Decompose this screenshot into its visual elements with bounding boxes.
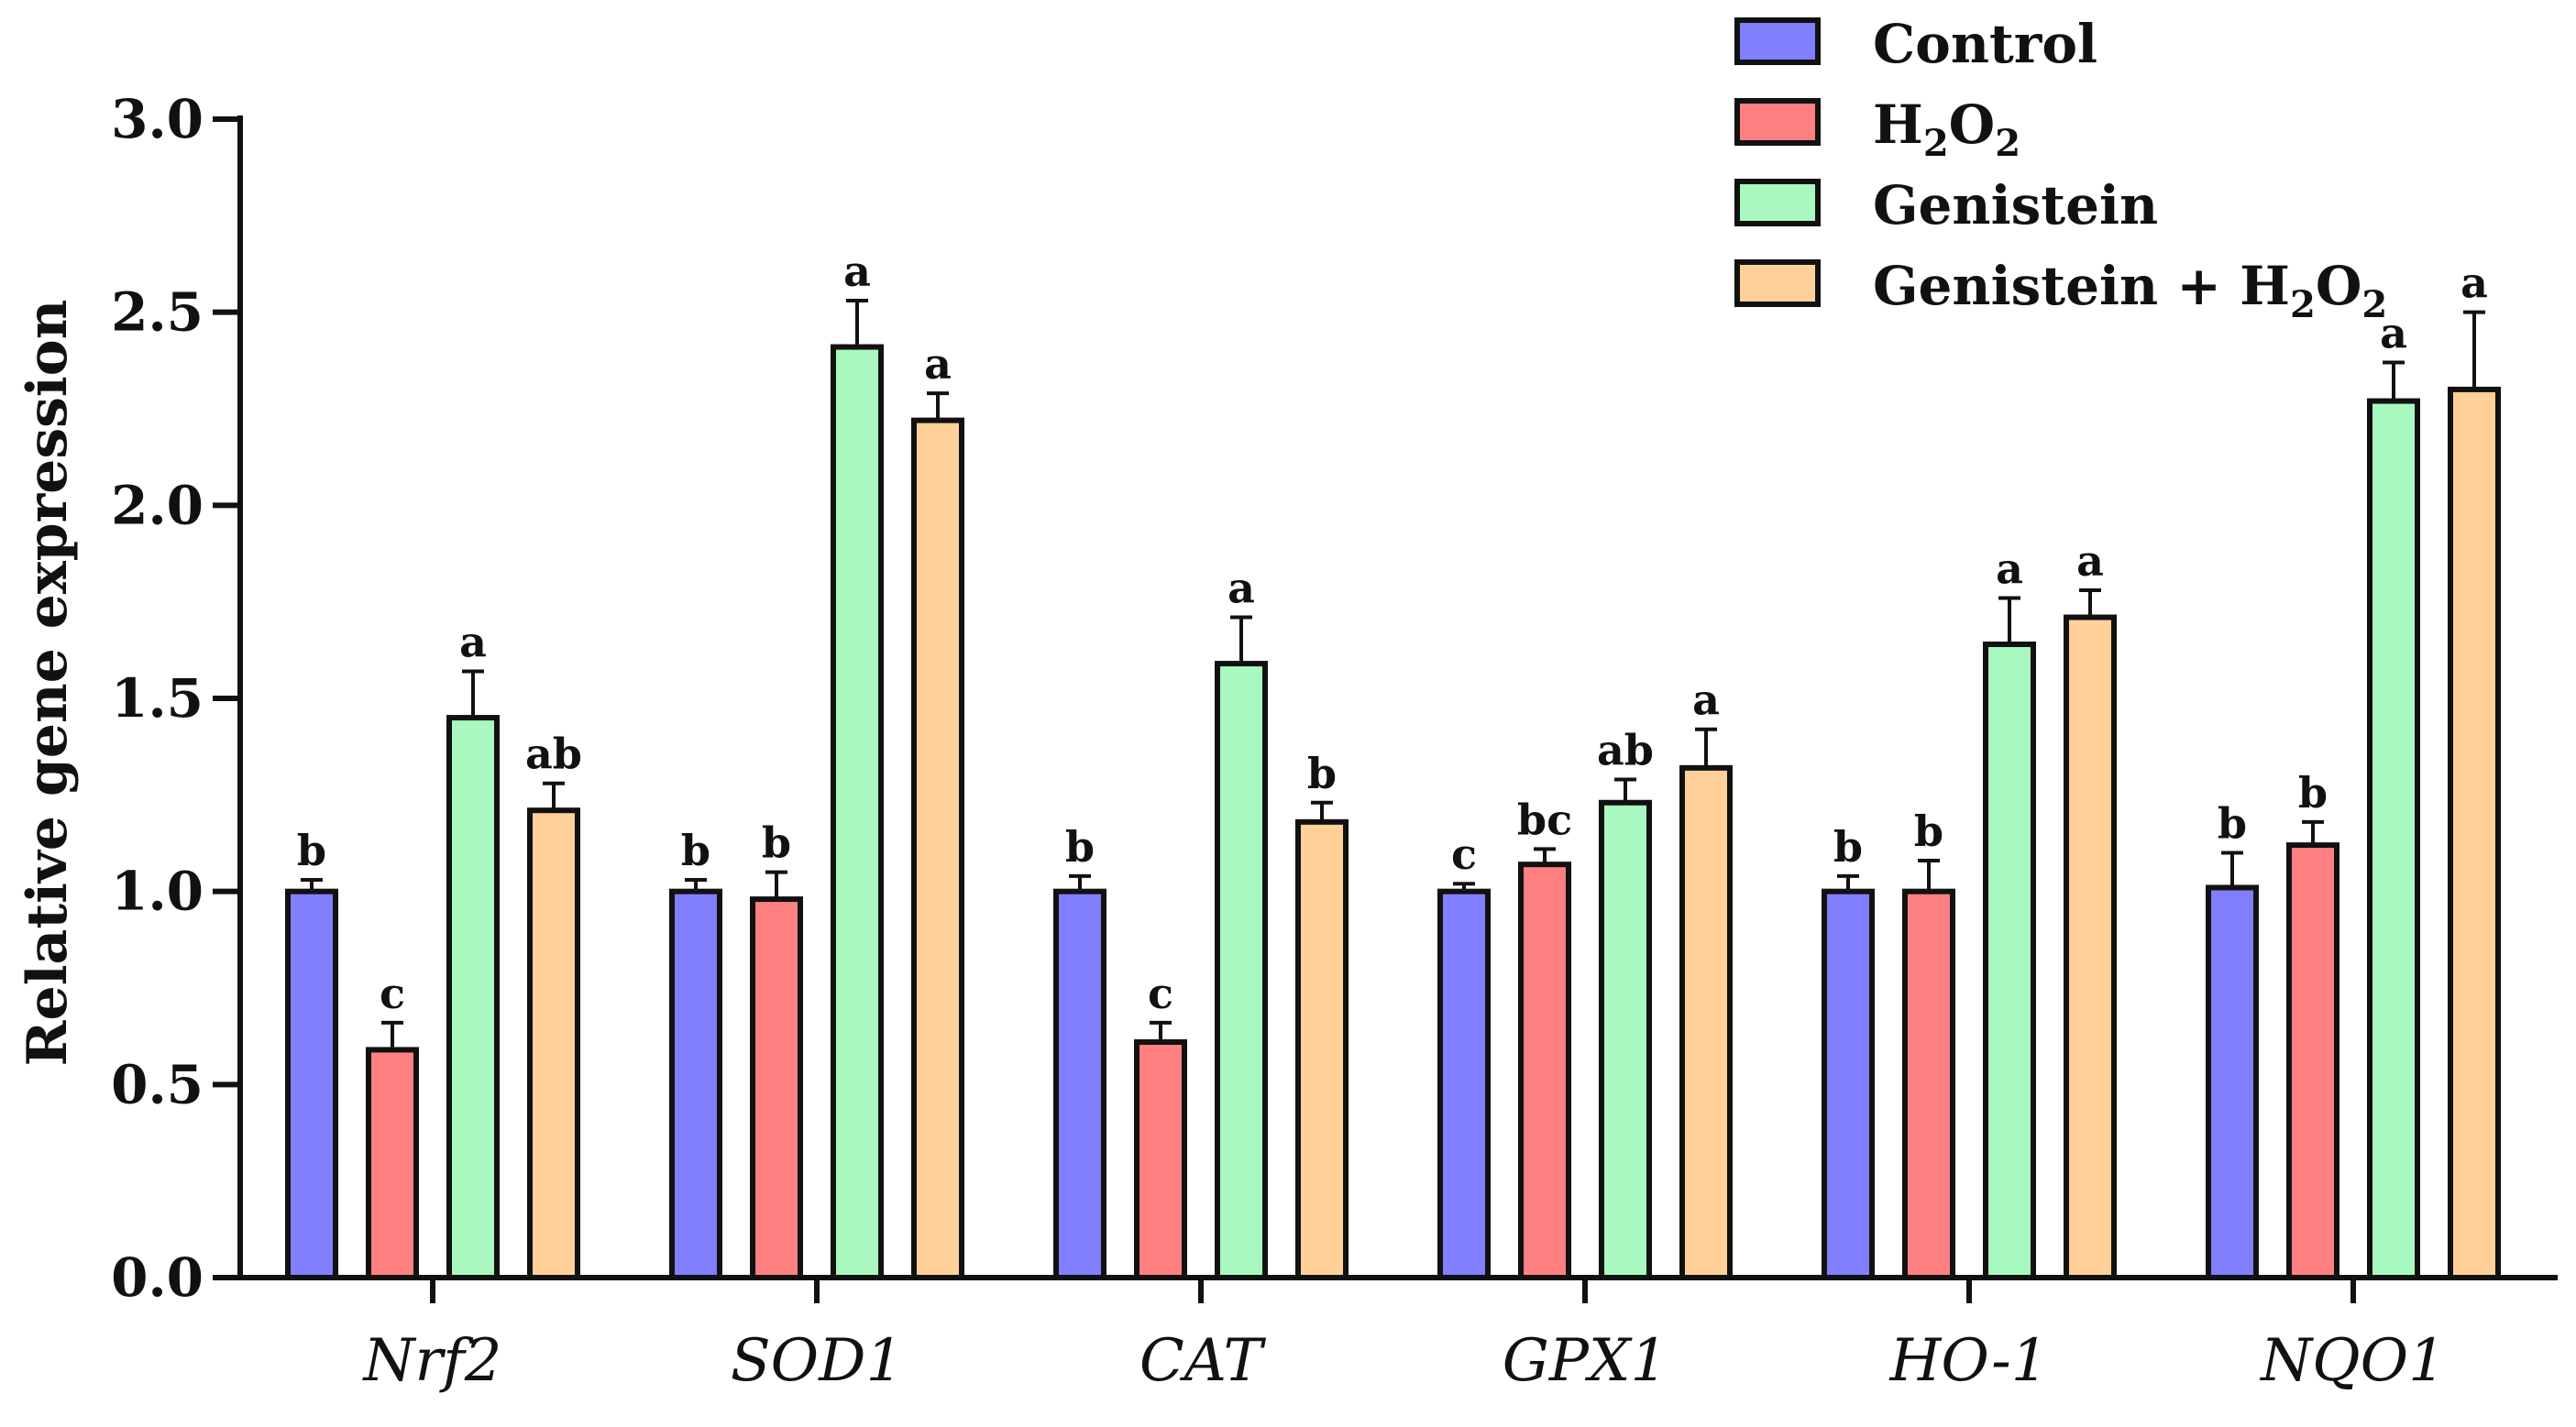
legend-swatch-2 [1734, 179, 1821, 226]
axes-group: 0.0 0.5 1.0 1.5 2.0 2.5 3.0 Nrf2 SOD1 CAT GPX1 HO-1… [111, 88, 2558, 1395]
bar-cat-0 [1053, 888, 1106, 1281]
significance-letter: c [1451, 829, 1477, 879]
significance-letter: a [1692, 675, 1720, 725]
bar-sod1-1 [750, 896, 803, 1280]
significance-letter: a [2076, 536, 2104, 586]
significance-letter: a [843, 247, 871, 296]
y-axis-title-group: Relative gene expression [16, 300, 80, 1067]
significance-letter: a [924, 339, 952, 389]
significance-letter: b [1065, 822, 1095, 872]
bar-nrf2-3 [527, 807, 580, 1280]
legend-label-1: H2O2 [1873, 93, 2020, 165]
legend-label-2: Genistein [1873, 174, 2158, 236]
bar-nqo1-2 [2367, 398, 2420, 1281]
significance-letter: b [2298, 768, 2328, 818]
x-tick-label-gpx1: GPX1 [1503, 1327, 1668, 1395]
significance-letter: c [1148, 969, 1173, 1018]
bar-nqo1-1 [2286, 842, 2339, 1281]
bar-gpx1-1 [1518, 862, 1571, 1280]
y-tick-label: 1.5 [111, 667, 204, 730]
significance-letter: a [1996, 543, 2023, 593]
legend-label-3: Genistein + H2O2 [1873, 255, 2387, 326]
bar-cat-1 [1134, 1038, 1187, 1281]
legend-group: Control H2O2 Genistein Genistein + H2O2 [1734, 13, 2387, 326]
significance-letter: b [1833, 822, 1863, 872]
significance-letter: bc [1517, 795, 1572, 844]
y-tick-label: 3.0 [111, 88, 204, 150]
legend-label-0: Control [1873, 13, 2097, 75]
y-tick-label: 2.5 [111, 281, 204, 344]
bar-sod1-0 [669, 888, 722, 1281]
significance-letter: b [297, 826, 326, 875]
significance-letter: c [380, 969, 405, 1018]
significance-letter: a [2460, 258, 2488, 308]
x-tick-label-nqo1: NQO1 [2259, 1327, 2446, 1395]
significance-letter: ab [525, 730, 582, 779]
significance-letter: a [2380, 308, 2407, 357]
bar-nrf2-0 [285, 888, 338, 1281]
significance-letter: a [459, 618, 487, 667]
legend-swatch-1 [1734, 98, 1821, 146]
bar-nrf2-1 [366, 1047, 419, 1280]
bar-nqo1-0 [2206, 884, 2259, 1280]
bar-ho-1-0 [1822, 888, 1875, 1281]
legend-swatch-3 [1734, 259, 1821, 307]
bar-gpx1-0 [1437, 888, 1491, 1281]
significance-letter: b [1307, 749, 1337, 798]
significance-letter: b [681, 826, 710, 875]
bar-nqo1-3 [2448, 386, 2501, 1280]
bar-ho-1-2 [1983, 642, 2036, 1280]
y-tick-label: 2.0 [111, 474, 204, 536]
y-tick-label: 1.0 [111, 861, 204, 923]
y-tick-label: 0.0 [111, 1246, 204, 1309]
x-tick-label-cat: CAT [1139, 1327, 1267, 1395]
bar-gpx1-2 [1599, 799, 1652, 1280]
bar-nrf2-2 [446, 715, 500, 1280]
bar-cat-3 [1295, 818, 1349, 1280]
x-tick-label-nrf2: Nrf2 [362, 1327, 502, 1395]
significance-letter: b [762, 818, 791, 868]
legend-swatch-0 [1734, 17, 1821, 65]
x-tick-label-ho-1: HO-1 [1889, 1327, 2049, 1395]
x-tick-label-sod1: SOD1 [731, 1327, 903, 1395]
significance-letter: a [1227, 564, 1255, 613]
y-tick-label: 0.5 [111, 1053, 204, 1115]
significance-letter: b [1914, 807, 1943, 856]
significance-letter: b [2218, 799, 2247, 849]
bar-ho-1-1 [1902, 888, 1955, 1281]
bar-sod1-2 [831, 344, 884, 1280]
bar-cat-2 [1215, 661, 1268, 1280]
y-axis-title: Relative gene expression [16, 300, 80, 1067]
bar-sod1-3 [911, 417, 964, 1280]
bar-gpx1-3 [1679, 764, 1733, 1280]
significance-letter: ab [1597, 725, 1654, 774]
bar-ho-1-3 [2064, 614, 2117, 1280]
